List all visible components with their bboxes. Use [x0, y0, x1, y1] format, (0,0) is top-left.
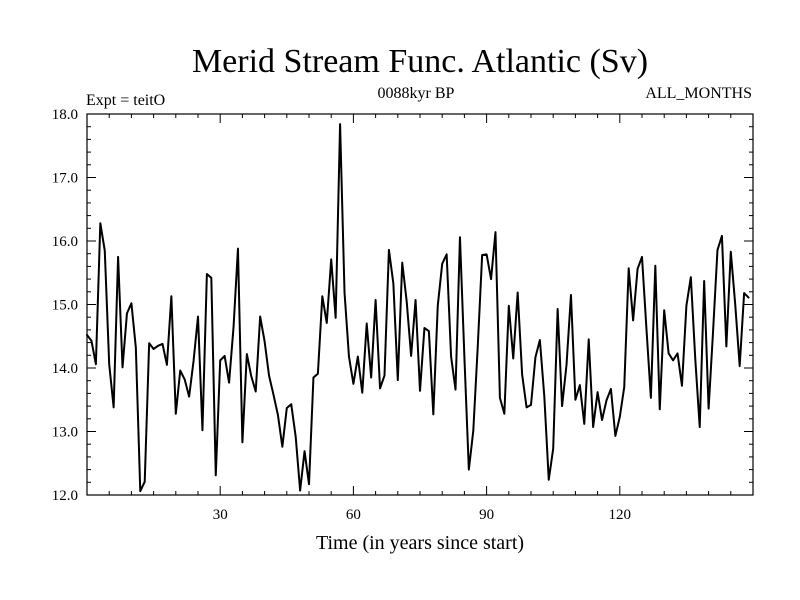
y-tick-label: 12.0 [52, 488, 78, 504]
y-tick-label: 18.0 [52, 107, 78, 123]
chart-title: Merid Stream Func. Atlantic (Sv) [192, 43, 648, 80]
x-tick-label: 90 [479, 507, 494, 523]
x-tick-label: 30 [213, 507, 228, 523]
y-tick-label: 16.0 [52, 234, 78, 250]
chart-subtitle: 0088kyr BP [378, 85, 455, 102]
y-tick-label: 17.0 [52, 171, 78, 187]
y-axis: 12.0 13.0 14.0 15.0 16.0 17.0 18.0 [52, 107, 753, 504]
series-line [86, 123, 750, 493]
y-tick-label: 13.0 [52, 425, 78, 441]
x-axis-label: Time (in years since start) [316, 532, 524, 554]
x-tick-label: 120 [609, 507, 632, 523]
x-axis: 30 60 90 120 [108, 114, 732, 523]
months-label: ALL_MONTHS [645, 85, 752, 102]
experiment-label: Expt = teitO [86, 92, 165, 109]
y-tick-label: 14.0 [52, 361, 78, 377]
x-tick-label: 60 [346, 507, 361, 523]
y-tick-label: 15.0 [52, 298, 78, 314]
